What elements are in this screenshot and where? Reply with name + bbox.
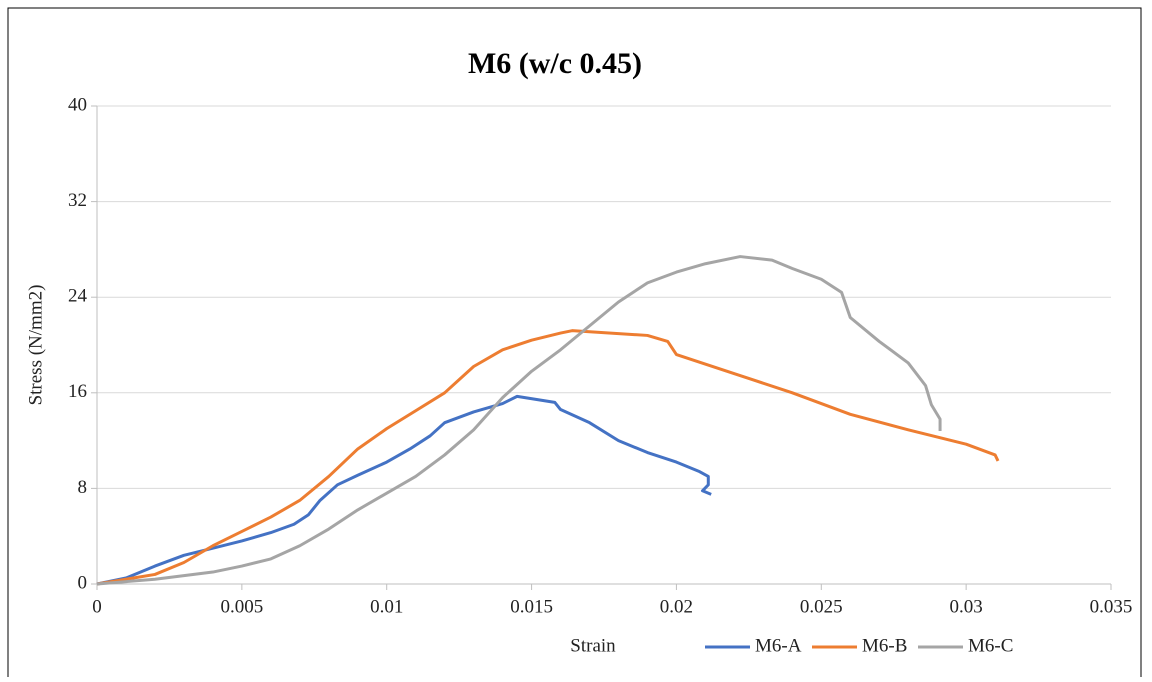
data-line — [96, 329, 1000, 586]
x-tick-label: 0.025 — [800, 596, 843, 617]
x-tick-label: 0.02 — [660, 596, 693, 617]
legend-label: M6-B — [862, 635, 907, 656]
x-tick-label: 0.03 — [950, 596, 983, 617]
chart-border — [7, 7, 1142, 677]
chart-title: M6 (w/c 0.45) — [468, 47, 642, 80]
y-axis-label: Stress (N/mm2) — [25, 285, 46, 406]
x-tick-label: 0.015 — [510, 596, 553, 617]
x-tick-label: 0.005 — [220, 596, 263, 617]
legend-label: M6-C — [968, 635, 1013, 656]
legend-label: M6-A — [755, 635, 802, 656]
y-tick-label: 32 — [68, 190, 87, 211]
y-tick-label: 0 — [78, 572, 88, 593]
x-tick-label: 0.035 — [1090, 596, 1133, 617]
y-tick-label: 16 — [68, 381, 87, 402]
y-tick-label: 40 — [68, 94, 87, 115]
y-tick-label: 8 — [78, 477, 88, 498]
x-tick-label: 0 — [92, 596, 102, 617]
x-axis-label: Strain — [570, 635, 616, 656]
data-line — [96, 255, 942, 586]
data-line — [96, 394, 712, 586]
x-tick-label: 0.01 — [370, 596, 403, 617]
y-tick-label: 24 — [68, 286, 88, 307]
